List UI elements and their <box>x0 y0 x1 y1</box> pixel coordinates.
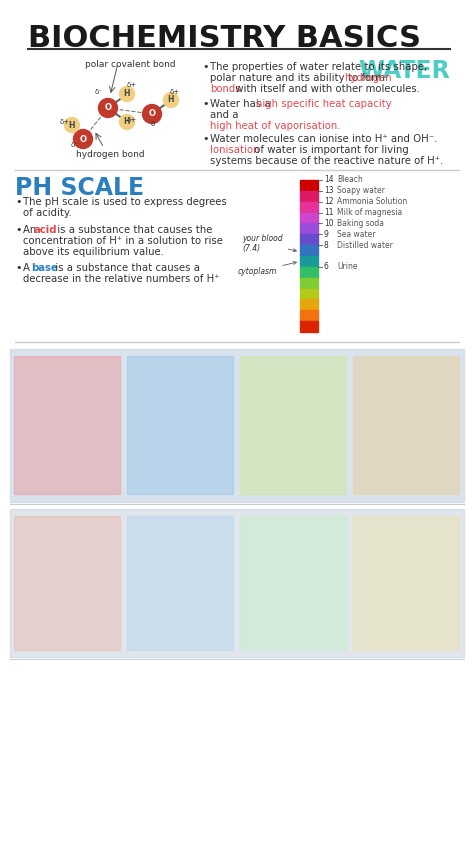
Circle shape <box>119 115 135 130</box>
Text: An: An <box>23 225 39 235</box>
Bar <box>300 289 318 300</box>
Text: •: • <box>15 263 21 273</box>
Text: acid: acid <box>34 225 58 235</box>
Text: H: H <box>69 120 75 130</box>
Bar <box>127 356 233 494</box>
Text: 8: 8 <box>324 241 329 249</box>
Text: 11: 11 <box>324 208 334 217</box>
Bar <box>300 256 318 267</box>
Text: polar covalent bond: polar covalent bond <box>85 60 175 69</box>
Text: BIOCHEMISTRY BASICS: BIOCHEMISTRY BASICS <box>28 24 421 53</box>
Text: high specific heat capacity: high specific heat capacity <box>256 99 392 109</box>
Text: polar nature and its ability to form: polar nature and its ability to form <box>210 73 388 83</box>
Text: •: • <box>202 99 209 109</box>
Text: is a substance that causes a: is a substance that causes a <box>52 263 200 273</box>
Text: cytoplasm: cytoplasm <box>238 262 296 276</box>
Text: O: O <box>104 104 111 113</box>
Text: systems because of the reactive nature of H⁺.: systems because of the reactive nature o… <box>210 156 443 166</box>
Text: δ⁻: δ⁻ <box>95 89 103 95</box>
Text: δ⁻: δ⁻ <box>151 121 159 127</box>
Bar <box>300 234 318 245</box>
Text: WATER: WATER <box>358 59 450 83</box>
Text: hydrogen: hydrogen <box>344 73 392 83</box>
Text: Water molecules can ionise into H⁺ and OH⁻.: Water molecules can ionise into H⁺ and O… <box>210 134 438 144</box>
Text: bonds: bonds <box>210 84 241 94</box>
Text: is a substance that causes the: is a substance that causes the <box>54 225 212 235</box>
Text: O: O <box>148 109 155 119</box>
Text: Milk of magnesia: Milk of magnesia <box>337 208 402 217</box>
Bar <box>300 223 318 234</box>
Bar <box>14 516 120 650</box>
Bar <box>300 245 318 256</box>
Circle shape <box>119 87 135 102</box>
Bar <box>300 191 318 202</box>
Text: of water is important for living: of water is important for living <box>251 145 409 155</box>
Circle shape <box>99 99 118 118</box>
Text: H: H <box>168 95 174 104</box>
Text: •: • <box>202 62 209 72</box>
Circle shape <box>164 93 179 108</box>
Text: base: base <box>31 263 58 273</box>
Bar <box>300 311 318 321</box>
Bar <box>300 180 318 191</box>
Text: Urine: Urine <box>337 263 357 271</box>
Text: your blood
(7.4): your blood (7.4) <box>242 234 296 253</box>
Text: concentration of H⁺ in a solution to rise: concentration of H⁺ in a solution to ris… <box>23 236 223 246</box>
Text: Sea water: Sea water <box>337 230 375 239</box>
Text: Bleach: Bleach <box>337 175 363 184</box>
Text: δ+: δ+ <box>170 89 180 95</box>
Bar <box>353 516 459 650</box>
Circle shape <box>73 130 92 148</box>
Bar <box>300 321 318 332</box>
Circle shape <box>143 104 162 124</box>
Bar <box>300 267 318 278</box>
Text: 10: 10 <box>324 219 334 228</box>
Text: hydrogen bond: hydrogen bond <box>76 150 144 159</box>
Text: A: A <box>23 263 33 273</box>
Text: •: • <box>15 197 21 207</box>
Bar <box>300 212 318 223</box>
Text: Ionisation: Ionisation <box>210 145 259 155</box>
Text: Ammonia Solution: Ammonia Solution <box>337 197 407 206</box>
Bar <box>10 509 464 657</box>
Bar <box>240 356 346 494</box>
Bar <box>240 516 346 650</box>
Text: Baking soda: Baking soda <box>337 219 384 228</box>
Text: 14: 14 <box>324 175 334 184</box>
Bar <box>300 278 318 289</box>
Text: 12: 12 <box>324 197 334 206</box>
Text: δ⁻: δ⁻ <box>71 142 79 148</box>
Text: H: H <box>124 89 130 99</box>
Text: Soapy water: Soapy water <box>337 186 385 195</box>
Text: 13: 13 <box>324 186 334 195</box>
Text: PH SCALE: PH SCALE <box>15 176 144 200</box>
Text: of acidity.: of acidity. <box>23 208 72 218</box>
Bar <box>300 300 318 311</box>
Text: δ+: δ+ <box>127 117 137 123</box>
Text: •: • <box>202 134 209 144</box>
Circle shape <box>64 118 80 132</box>
Text: with itself and with other molecules.: with itself and with other molecules. <box>232 84 420 94</box>
Text: and a: and a <box>210 110 238 120</box>
Bar <box>127 516 233 650</box>
Bar <box>353 356 459 494</box>
Text: 6: 6 <box>324 263 329 271</box>
Text: The pH scale is used to express degrees: The pH scale is used to express degrees <box>23 197 227 207</box>
Text: •: • <box>15 225 21 235</box>
Bar <box>10 349 464 502</box>
Bar <box>300 202 318 212</box>
Text: O: O <box>80 135 86 143</box>
Text: 9: 9 <box>324 230 329 239</box>
Text: The properties of water relate to its shape,: The properties of water relate to its sh… <box>210 62 427 72</box>
Text: decrease in the relative numbers of H⁺: decrease in the relative numbers of H⁺ <box>23 274 219 284</box>
Text: H: H <box>124 118 130 126</box>
Bar <box>14 356 120 494</box>
Text: high heat of vaporisation.: high heat of vaporisation. <box>210 121 340 131</box>
Text: δ+: δ+ <box>127 82 137 88</box>
Text: δ+: δ+ <box>60 119 70 125</box>
Text: above its equilibrium value.: above its equilibrium value. <box>23 247 164 257</box>
Text: Distilled water: Distilled water <box>337 241 393 249</box>
Text: Water has a: Water has a <box>210 99 274 109</box>
